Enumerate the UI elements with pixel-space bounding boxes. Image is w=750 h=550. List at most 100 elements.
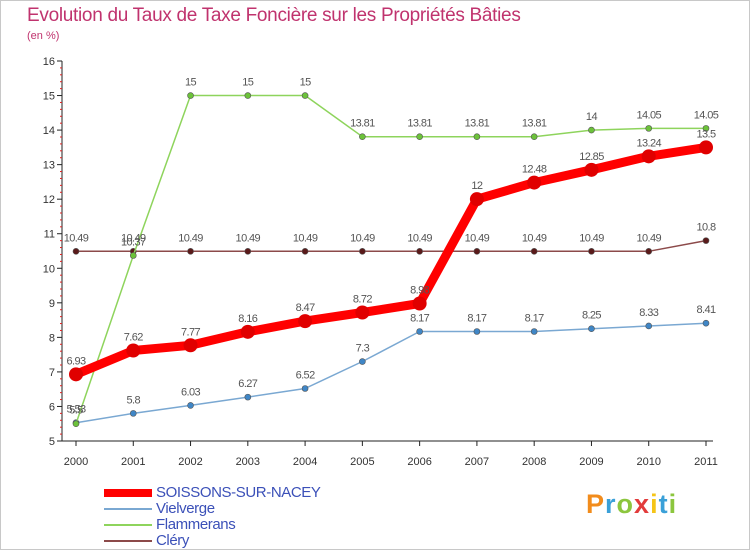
- data-label: 12.48: [522, 164, 547, 176]
- x-tick-label: 2007: [465, 456, 489, 468]
- y-tick-label: 9: [49, 298, 55, 310]
- x-tick-label: 2009: [579, 456, 603, 468]
- data-point: [588, 126, 595, 134]
- x-tick-label: 2011: [694, 456, 718, 468]
- data-point: [359, 133, 366, 140]
- data-label: 12: [471, 180, 483, 192]
- y-unit-label: (en %): [27, 30, 60, 42]
- axes: 5 6 7 8 9 10 11 12 13 14 15 16 2000 2001 2002 2003 2004 2…: [43, 56, 718, 468]
- logo-letter: o: [616, 489, 635, 519]
- data-label: 14: [586, 111, 598, 123]
- data-label: 13.5: [696, 128, 715, 140]
- legend-label-vielverge: Vielverge: [156, 500, 215, 517]
- data-label: 8.17: [525, 312, 544, 324]
- data-label: 14.05: [636, 109, 661, 121]
- data-point: [187, 248, 194, 255]
- data-label: 10.49: [636, 232, 661, 244]
- data-point: [359, 358, 366, 365]
- y-tick-label: 6: [49, 401, 55, 413]
- y-tick-label: 10: [43, 263, 55, 275]
- x-tick-label: 2004: [293, 456, 317, 468]
- data-label: 8.25: [582, 310, 601, 322]
- data-point: [359, 248, 366, 255]
- data-label: 8.98: [410, 285, 429, 297]
- data-point: [240, 324, 255, 339]
- data-label: 10.49: [350, 232, 375, 244]
- data-label: 14.05: [694, 109, 719, 121]
- data-label: 10.49: [407, 232, 432, 244]
- y-tick-label: 7: [49, 367, 55, 379]
- data-point: [129, 410, 137, 417]
- data-label: 6.03: [181, 386, 200, 398]
- y-tick-label: 15: [43, 91, 55, 103]
- logo-letter: i: [650, 489, 659, 519]
- data-label: 8.72: [353, 293, 372, 305]
- data-point: [187, 92, 194, 99]
- data-point: [530, 133, 538, 140]
- data-point: [126, 343, 141, 358]
- data-label: 13.81: [465, 118, 490, 130]
- data-label: 10.49: [236, 232, 261, 244]
- data-point: [530, 328, 538, 335]
- proxiti-logo: Proxiti: [586, 489, 677, 520]
- data-point: [645, 322, 653, 330]
- data-label: 6.27: [238, 378, 257, 390]
- data-label: 15: [185, 77, 197, 89]
- x-tick-label: 2005: [350, 456, 374, 468]
- data-point: [69, 367, 83, 382]
- y-tick-label: 16: [43, 56, 55, 68]
- data-label: 6.52: [296, 369, 315, 381]
- data-label: 8.41: [696, 304, 715, 316]
- legend-swatch-vielverge: [104, 508, 152, 510]
- data-point: [527, 175, 542, 190]
- data-point: [187, 402, 194, 409]
- data-label: 7.3: [356, 343, 370, 355]
- data-point: [301, 248, 309, 255]
- data-point: [298, 314, 313, 329]
- data-label: 8.47: [296, 302, 315, 314]
- data-point: [702, 125, 710, 132]
- data-point: [183, 338, 198, 353]
- data-label: 15: [300, 77, 312, 89]
- data-label: 5.8: [127, 394, 141, 406]
- data-point: [473, 248, 481, 255]
- data-label: 15: [242, 77, 254, 89]
- y-tick-label: 14: [43, 125, 55, 137]
- x-tick-label: 2001: [121, 456, 145, 468]
- x-tick-label: 2006: [407, 456, 431, 468]
- data-point: [129, 252, 137, 259]
- legend-swatch-flammerans: [104, 524, 152, 526]
- x-tick-label: 2008: [522, 456, 546, 468]
- data-label: 13.81: [407, 118, 432, 130]
- series-line-1: [75, 322, 707, 424]
- x-tick-label: 2000: [64, 456, 88, 468]
- logo-letter: x: [634, 489, 651, 519]
- logo-letter: i: [668, 489, 678, 519]
- data-point: [645, 125, 653, 132]
- chart-title: Evolution du Taux de Taxe Foncière sur l…: [27, 5, 521, 26]
- data-label: 10.49: [465, 232, 490, 244]
- data-point: [473, 328, 481, 335]
- data-point: [530, 248, 538, 255]
- series-layer: [69, 92, 713, 428]
- data-label: 5.5: [69, 405, 83, 417]
- data-label: 5.53: [66, 404, 85, 416]
- data-label: 8.17: [410, 312, 429, 324]
- data-point: [645, 248, 653, 255]
- data-point: [416, 328, 423, 335]
- data-point: [72, 420, 80, 428]
- data-point: [416, 133, 423, 140]
- data-point: [588, 248, 595, 255]
- data-point: [473, 133, 481, 140]
- logo-letter: t: [658, 489, 669, 519]
- data-label: 10.49: [64, 232, 89, 244]
- data-label: 10.49: [579, 232, 604, 244]
- data-label: 7.62: [124, 331, 143, 343]
- legend-label-flammerans: Flammerans: [156, 516, 236, 533]
- data-point: [584, 162, 599, 177]
- x-tick-label: 2002: [178, 456, 202, 468]
- logo-letter: P: [586, 489, 606, 519]
- data-label: 8.17: [467, 312, 486, 324]
